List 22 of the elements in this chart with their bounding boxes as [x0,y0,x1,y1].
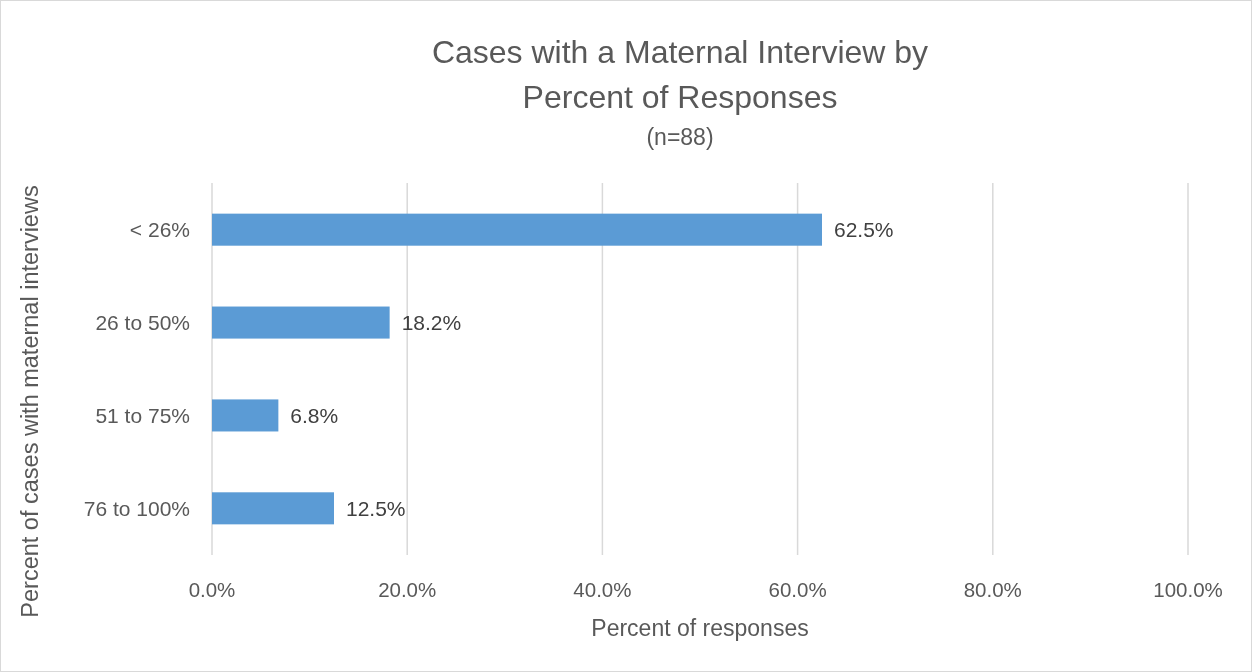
x-tick-label: 0.0% [188,578,236,602]
x-tick-label: 60.0% [768,578,827,602]
x-axis-title: Percent of responses [591,615,809,642]
bar [212,213,822,246]
data-label: 12.5% [346,496,406,520]
bar [212,306,390,339]
bar [212,492,334,525]
data-label: 18.2% [401,310,462,334]
data-label: 6.8% [290,403,339,427]
y-tick-label: < 26% [129,218,190,242]
data-label: 62.5% [834,218,894,242]
x-tick-label: 20.0% [378,578,437,602]
y-axis-title: Percent of cases with maternal interviews [17,185,44,618]
y-tick-label: 76 to 100% [83,496,190,520]
y-tick-label: 26 to 50% [95,310,190,334]
chart-subtitle: (n=88) [646,124,714,151]
x-tick-label: 80.0% [963,578,1022,602]
x-tick-label: 40.0% [573,578,632,602]
x-tick-label: 100.0% [1153,578,1223,602]
bar [212,399,279,432]
chart-title: Cases with a Maternal Interview by Percent of Responses [431,34,929,116]
y-tick-label: 51 to 75% [95,403,190,427]
